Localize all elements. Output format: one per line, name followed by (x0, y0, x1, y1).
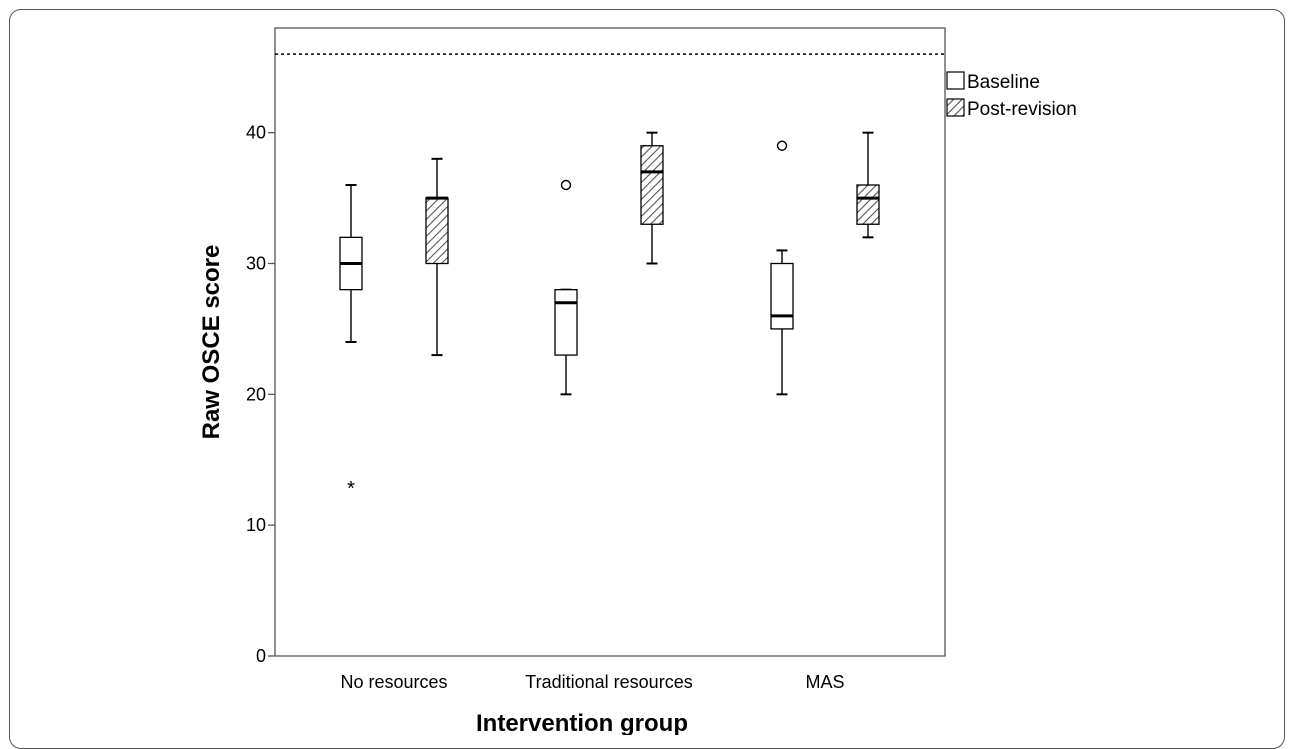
y-tick-label: 10 (246, 515, 266, 535)
box-iqr (425, 197, 449, 265)
legend-label: Baseline (967, 72, 1040, 93)
legend-item: Baseline (946, 71, 1040, 93)
box-iqr (640, 145, 664, 225)
legend-swatch (946, 98, 965, 117)
x-tick-label: Traditional resources (525, 672, 692, 692)
boxes-layer: * (339, 131, 880, 500)
extreme-point: * (347, 478, 355, 500)
y-tick-label: 40 (246, 123, 266, 143)
x-axis: No resources Traditional resources MAS (340, 672, 844, 692)
x-tick-label: MAS (805, 672, 844, 692)
legend-item: Post-revision (946, 98, 1077, 120)
y-tick-label: 30 (246, 254, 266, 274)
box-post-revision-2 (856, 131, 880, 239)
box-post-revision-0 (425, 157, 449, 357)
box-iqr (856, 184, 880, 225)
plot-area-frame (274, 27, 946, 657)
y-tick-label: 20 (246, 384, 266, 404)
box-iqr (554, 289, 578, 356)
box-post-revision-1 (640, 131, 664, 265)
legend-swatch (946, 71, 965, 90)
box-iqr (770, 262, 794, 330)
x-tick-label: No resources (340, 672, 447, 692)
box-baseline-2 (770, 140, 794, 396)
outlier-point (776, 140, 788, 151)
y-axis: 0 10 20 30 40 (246, 123, 275, 666)
box-baseline-0: * (339, 184, 363, 500)
x-axis-title: Intervention group (476, 710, 688, 735)
legend-label: Post-revision (967, 99, 1077, 120)
legend: Baseline Post-revision (946, 71, 1077, 120)
y-tick-label: 0 (256, 646, 266, 666)
outlier-point (560, 179, 572, 191)
y-axis-title: Raw OSCE score (198, 245, 225, 440)
box-baseline-1 (554, 179, 578, 396)
